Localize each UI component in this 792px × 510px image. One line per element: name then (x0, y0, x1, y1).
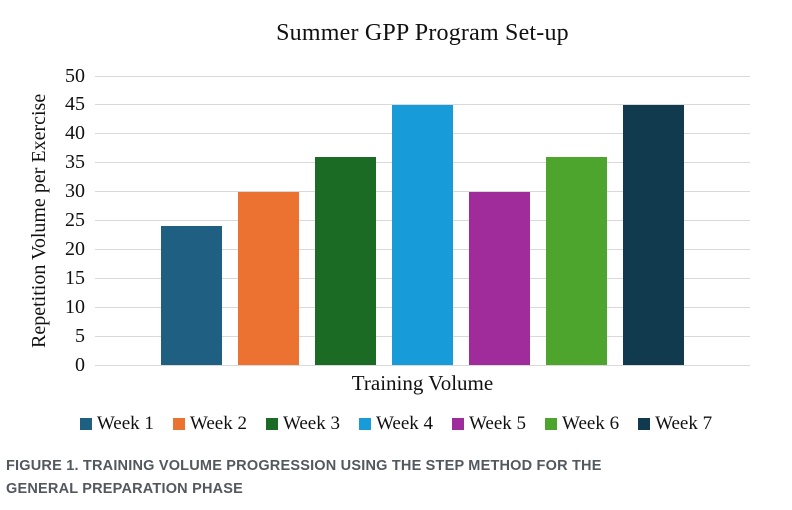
bar-week-4 (392, 104, 453, 365)
figure-caption: FIGURE 1. TRAINING VOLUME PROGRESSION US… (6, 458, 602, 497)
legend-item-week-3: Week 3 (265, 413, 340, 435)
gridline-50 (95, 75, 750, 77)
legend-item-week-1: Week 1 (79, 413, 154, 435)
y-tick-label-35: 35 (65, 151, 85, 174)
legend-swatch-icon (638, 418, 651, 430)
legend-item-week-2: Week 2 (172, 413, 247, 435)
legend-item-week-7: Week 7 (638, 413, 712, 435)
y-axis-ticks: 0 5 10 15 20 25 30 35 40 45 50 (40, 65, 85, 376)
y-tick-label-10: 10 (65, 295, 85, 318)
legend: Week 1 Week 2 Week 3 Week 4 Week 5 Week 6 Week… (0, 413, 792, 435)
x-axis-label: Training Volume (351, 371, 494, 395)
y-tick-label-30: 30 (65, 180, 85, 203)
legend-label: Week 3 (282, 413, 340, 434)
bar-week-7 (623, 104, 684, 365)
legend-swatch-icon (79, 418, 92, 430)
legend-label: Week 5 (469, 413, 527, 434)
chart-title: Summer GPP Program Set-up (276, 20, 569, 46)
y-tick-label-0: 0 (75, 353, 85, 376)
legend-label: Week 6 (562, 413, 620, 434)
legend-label: Week 1 (96, 413, 154, 434)
bar-week-6 (546, 156, 607, 365)
y-tick-label-40: 40 (65, 122, 85, 145)
y-tick-label-15: 15 (65, 266, 85, 289)
legend-item-week-5: Week 5 (452, 413, 526, 435)
bar-week-5 (469, 191, 530, 365)
legend-swatch-icon (545, 418, 558, 430)
y-tick-label-20: 20 (65, 237, 85, 260)
y-tick-label-25: 25 (65, 209, 85, 231)
gridline-0 (95, 364, 750, 366)
legend-item-week-4: Week 4 (358, 413, 434, 435)
y-tick-label-45: 45 (65, 93, 85, 116)
bar-group (95, 76, 750, 365)
y-tick-label-50: 50 (65, 64, 85, 87)
legend-swatch-icon (358, 418, 371, 430)
gridline-45 (95, 104, 750, 106)
legend-swatch-icon (265, 418, 278, 430)
legend-swatch-icon (452, 418, 465, 430)
plot-area (95, 75, 750, 366)
bar-week-2 (238, 191, 299, 365)
legend-swatch-icon (172, 418, 185, 430)
legend-label: Week 4 (375, 413, 434, 434)
bar-week-3 (315, 156, 376, 365)
legend-item-week-6: Week 6 (545, 413, 619, 435)
y-tick-label-5: 5 (75, 324, 85, 347)
legend-label: Week 2 (189, 413, 247, 434)
legend-label: Week 7 (655, 413, 713, 434)
bar-week-1 (161, 226, 222, 365)
